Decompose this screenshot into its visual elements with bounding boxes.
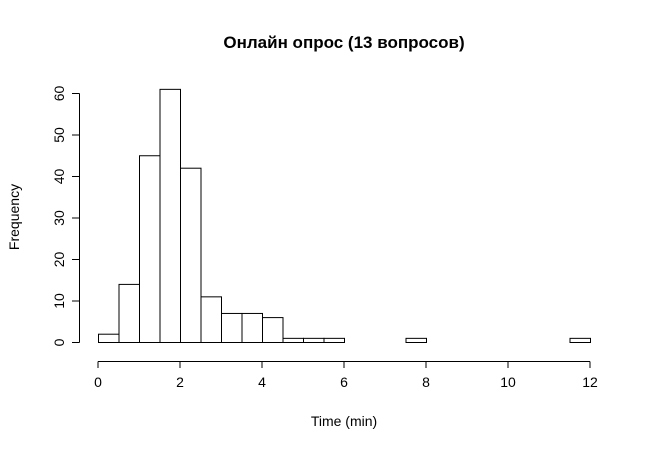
histogram-bar: [221, 312, 243, 344]
y-tick-label: 30: [51, 210, 67, 226]
histogram-bar: [159, 88, 181, 343]
x-axis: 0 2 4 6 8 10 12: [94, 361, 598, 390]
x-axis-label: Time (min): [311, 413, 377, 429]
x-tick-label: 12: [582, 374, 598, 390]
histogram-bar: [118, 283, 140, 343]
x-tick-label: 6: [340, 374, 348, 390]
histogram-bar: [98, 333, 120, 344]
y-tick-label: 20: [51, 252, 67, 268]
histogram-bar: [282, 337, 304, 344]
y-axis: 0 10 20 30 40 50 60: [51, 86, 80, 346]
histogram-bar: [323, 337, 345, 344]
x-tick-label: 10: [500, 374, 516, 390]
histogram-bar: [180, 167, 202, 343]
y-axis-label: Frequency: [6, 184, 22, 250]
chart-title: Онлайн опрос (13 вопросов): [223, 33, 464, 52]
histogram-bar: [405, 337, 427, 344]
histogram-bar: [200, 296, 222, 344]
histogram-bar: [303, 337, 325, 344]
x-tick-label: 0: [94, 374, 102, 390]
y-tick-label: 0: [51, 338, 67, 346]
histogram-bar: [139, 155, 161, 343]
histogram-bar: [241, 312, 263, 344]
x-tick-label: 8: [422, 374, 430, 390]
x-tick-label: 4: [258, 374, 266, 390]
y-tick-label: 40: [51, 169, 67, 185]
bars-group: [98, 88, 591, 344]
y-tick-label: 60: [51, 86, 67, 102]
y-tick-label: 50: [51, 127, 67, 143]
histogram-bar: [569, 337, 591, 344]
y-tick-label: 10: [51, 293, 67, 309]
histogram-bar: [262, 317, 284, 344]
x-tick-label: 2: [176, 374, 184, 390]
